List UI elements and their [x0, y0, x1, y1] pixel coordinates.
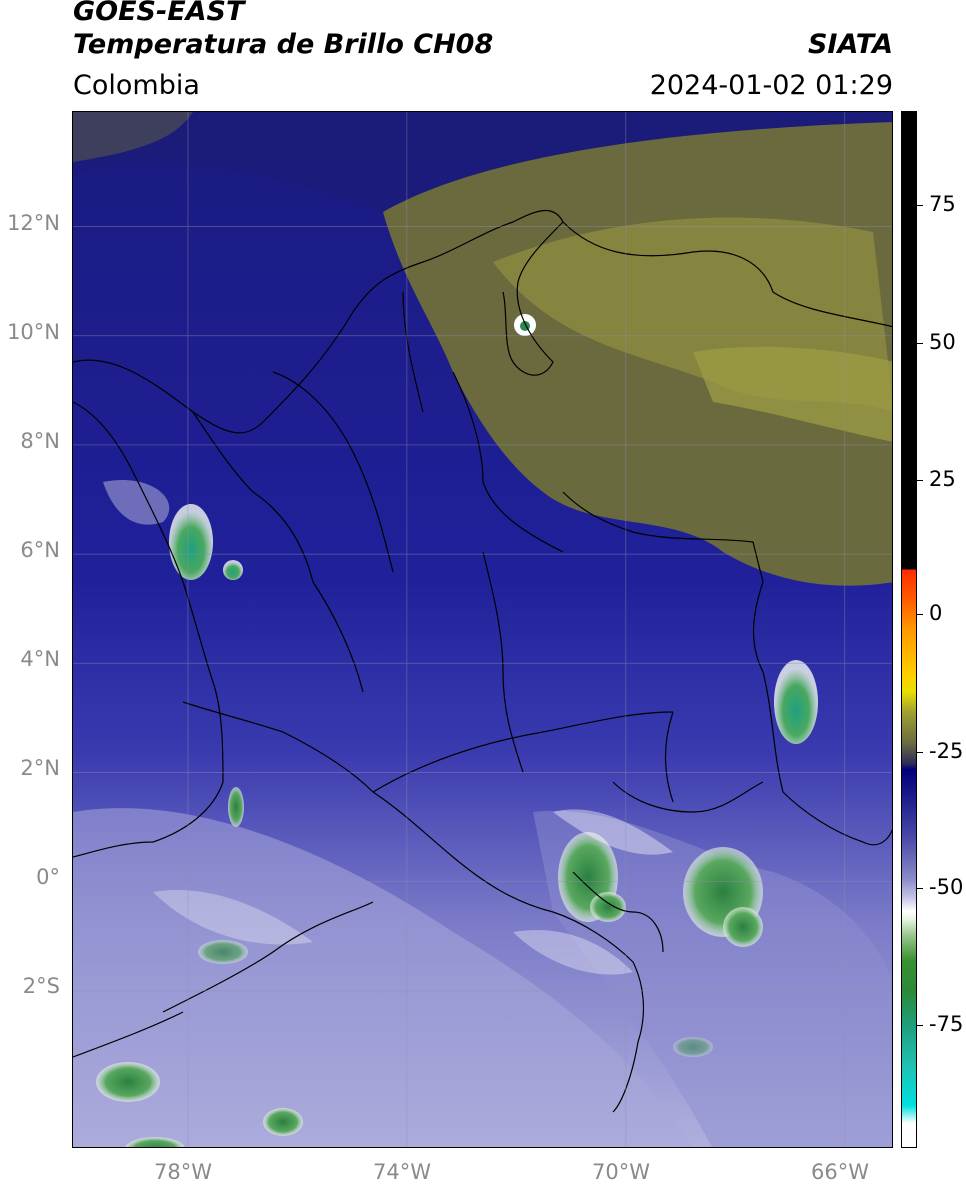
cirrus-streak [103, 480, 170, 525]
dry-air-northwest [73, 112, 193, 162]
storm-cell-amazon-west-tail [590, 892, 626, 922]
lat-label-0: 0° [36, 865, 60, 889]
coastlines-borders [73, 209, 892, 1113]
storm-cell-venezuela [774, 660, 818, 744]
lon-label-74w: 74°W [373, 1160, 431, 1184]
source-label: SIATA [807, 29, 893, 60]
cirrus-south [73, 808, 692, 1147]
storm-cell-pacific-small [223, 560, 243, 580]
lat-label-6n: 6°N [20, 538, 60, 562]
region-label: Colombia [73, 70, 200, 101]
lon-label-78w: 78°W [154, 1160, 212, 1184]
satellite-title: GOES-EAST [73, 0, 245, 27]
colorbar-tick [917, 205, 923, 206]
colorbar-label-50: 50 [929, 330, 956, 354]
colorbar-label-0: 0 [929, 601, 943, 625]
graticule [73, 112, 892, 1147]
product-title: Temperatura de Brillo CH08 [73, 29, 494, 60]
satellite-map[interactable] [72, 111, 893, 1148]
lat-label-2n: 2°N [20, 756, 60, 780]
storm-cell-peru-west [96, 1062, 160, 1102]
datetime-label: 2024-01-02 01:29 [649, 70, 893, 101]
storm-cell-amazon-east-tail [723, 907, 763, 947]
lon-label-66w: 66°W [811, 1160, 869, 1184]
cirrus-streak [513, 930, 633, 975]
storm-cell-ecuador [228, 787, 244, 827]
lat-label-8n: 8°N [20, 429, 60, 453]
lat-label-12n: 12°N [7, 211, 60, 235]
cirrus-streak [153, 890, 313, 945]
colorbar-label-25: 25 [929, 467, 956, 491]
colorbar [901, 111, 917, 1148]
storm-cell-pacific [169, 504, 213, 580]
colorbar-tick [917, 343, 923, 344]
cirrus-southeast [533, 810, 892, 1147]
colorbar-label-75: 75 [929, 192, 956, 216]
storm-cell-peru-north [198, 940, 248, 964]
map-canvas [73, 112, 892, 1147]
storm-cell-peru-south [263, 1108, 303, 1136]
colorbar-label-neg25: -25 [929, 739, 964, 763]
colorbar-tick [917, 888, 923, 889]
colorbar-tick [917, 1025, 923, 1026]
dry-air-core-east [693, 346, 892, 442]
colorbar-tick [917, 614, 923, 615]
lat-label-2s: 2°S [22, 974, 60, 998]
colorbar-label-neg50: -50 [929, 875, 964, 899]
colorbar-label-neg75: -75 [929, 1012, 964, 1036]
colorbar-tick [917, 752, 923, 753]
lat-label-4n: 4°N [20, 647, 60, 671]
cirrus-streak [553, 809, 673, 855]
storm-cell-brazil [673, 1037, 713, 1057]
storm-cell-peru-edge [125, 1137, 185, 1147]
lat-label-10n: 10°N [7, 320, 60, 344]
lon-label-70w: 70°W [592, 1160, 650, 1184]
colorbar-tick [917, 480, 923, 481]
upper-dark-band [73, 112, 892, 212]
